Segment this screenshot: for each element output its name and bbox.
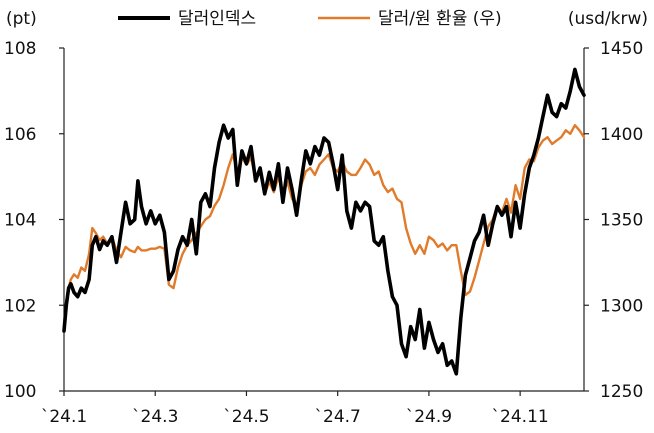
x-tick-label: `24.3 [132, 407, 178, 427]
right-axis-ticks: 1250 1300 1350 1400 1450 [584, 39, 643, 402]
left-tick-label: 102 [4, 296, 36, 316]
left-tick-label: 100 [4, 382, 36, 402]
series-line-krw-rate [62, 123, 586, 327]
x-tick-label: `24.11 [492, 407, 549, 427]
right-axis-unit: (usd/krw) [568, 9, 648, 29]
right-tick-label: 1350 [600, 211, 643, 231]
legend-label-dollar-index: 달러인덱스 [178, 9, 256, 29]
right-tick-label: 1400 [600, 125, 643, 145]
right-tick-label: 1300 [600, 296, 643, 316]
left-axis-ticks: 100 102 104 106 108 [4, 39, 64, 402]
x-axis-ticks: `24.1 `24.3 `24.5 `24.7 `24.9 `24.11 [41, 391, 549, 427]
series-layer [62, 67, 586, 376]
right-tick-label: 1250 [600, 382, 643, 402]
legend: 달러인덱스 달러/원 환율 (우) [118, 9, 502, 29]
x-tick-label: `24.9 [406, 407, 452, 427]
x-tick-label: `24.1 [41, 407, 87, 427]
x-tick-label: `24.5 [223, 407, 269, 427]
axes [63, 48, 585, 392]
right-tick-label: 1450 [600, 39, 643, 59]
left-axis-unit: (pt) [6, 9, 37, 29]
left-tick-label: 108 [4, 39, 36, 59]
legend-label-krw-rate: 달러/원 환율 (우) [378, 9, 502, 29]
left-tick-label: 106 [4, 125, 36, 145]
x-tick-label: `24.7 [315, 407, 361, 427]
left-tick-label: 104 [4, 211, 36, 231]
series-line-dollar-index [62, 67, 586, 376]
